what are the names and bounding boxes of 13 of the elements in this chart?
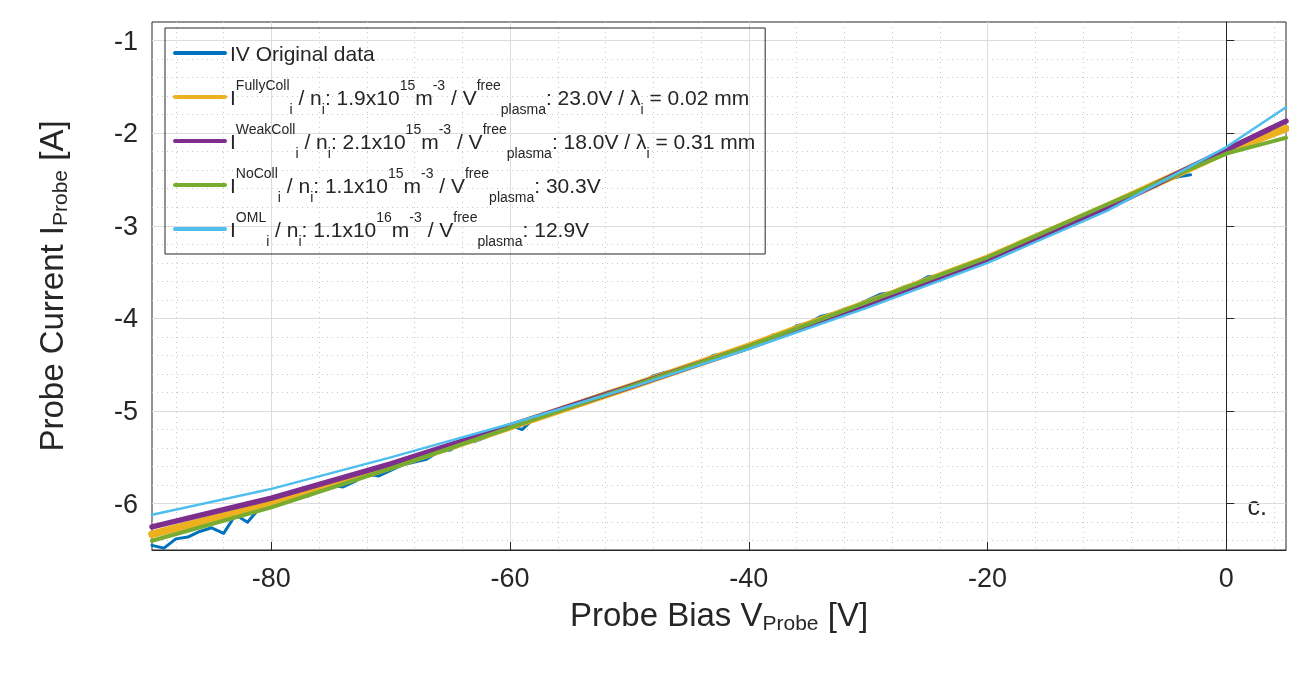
y-tick-label: -4: [113, 303, 138, 334]
y-tick-label: -6: [113, 488, 138, 519]
x-tick-label: 0: [1218, 562, 1234, 593]
x-tick-label: -80: [251, 562, 291, 593]
legend-label: IV Original data: [230, 41, 376, 65]
y-tick-label: -2: [113, 118, 138, 149]
x-tick-label: -40: [729, 562, 769, 593]
y-tick-label: -5: [113, 396, 138, 427]
y-axis-title: Probe Current IProbe [A]: [32, 120, 71, 452]
x-tick-label: -60: [490, 562, 530, 593]
y-tick-label: -3: [113, 210, 138, 241]
y-tick-label: -1: [113, 25, 138, 56]
x-tick-label: -20: [968, 562, 1008, 593]
